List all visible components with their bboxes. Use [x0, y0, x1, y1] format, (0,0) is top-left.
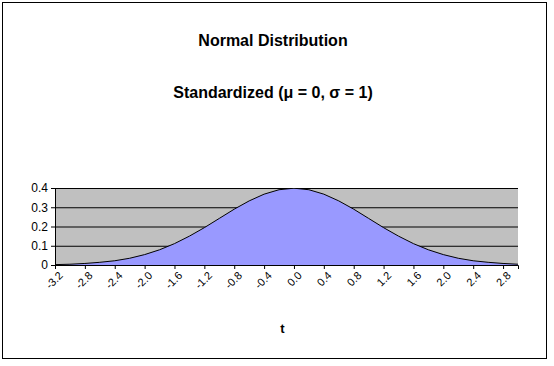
x-tick-mark — [413, 265, 414, 269]
x-tick-mark — [264, 265, 265, 269]
x-tick-label: 1.6 — [404, 269, 423, 288]
x-tick: 2.8 — [494, 265, 513, 288]
y-tick: 0 — [41, 258, 55, 272]
x-tick-label: -2.4 — [103, 269, 125, 291]
y-tick: 0.2 — [31, 220, 55, 234]
x-tick-mark — [174, 265, 175, 269]
y-tick-label: 0.3 — [31, 201, 48, 215]
x-tick-label: -0.8 — [222, 269, 244, 291]
x-tick-label: 2.4 — [464, 269, 483, 288]
y-tick: 0.1 — [31, 239, 55, 253]
y-tick-label: 0 — [41, 258, 48, 272]
x-tick: -2.4 — [103, 265, 125, 291]
plot: -3.2 -2.8 -2.4 -2.0 -1.6 -1.2 -0.8 -0.4 0.0 0.4 0.… — [31, 181, 518, 291]
y-tick-label: 0.1 — [31, 239, 48, 253]
x-tick-mark — [503, 265, 504, 269]
x-tick: -0.8 — [222, 265, 244, 291]
x-tick: 0.4 — [315, 265, 334, 288]
y-axis: 0 0.1 0.2 0.3 0.4 — [31, 181, 55, 272]
x-tick-mark — [145, 265, 146, 269]
x-tick: 1.2 — [374, 265, 393, 288]
x-tick-label: 0.4 — [315, 269, 334, 288]
x-axis: -3.2 -2.8 -2.4 -2.0 -1.6 -1.2 -0.8 -0.4 0.0 0.4 0.… — [43, 265, 518, 291]
x-tick-mark — [354, 265, 355, 269]
x-tick: -1.2 — [192, 265, 214, 291]
series — [55, 188, 518, 265]
x-tick: -0.4 — [252, 265, 274, 291]
x-tick-label: 2.8 — [494, 269, 513, 288]
x-tick-mark — [204, 265, 205, 269]
title: Normal Distribution — [198, 32, 347, 49]
x-tick-label: -1.6 — [163, 269, 185, 291]
x-tick-mark — [443, 265, 444, 269]
y-tick-mark — [51, 265, 55, 266]
x-tick-label: 2.0 — [434, 269, 453, 288]
x-tick-label: -2.8 — [73, 269, 95, 291]
x-tick: -1.6 — [163, 265, 185, 291]
y-tick: 0.4 — [31, 181, 55, 195]
area — [55, 188, 518, 265]
chart: Normal Distribution Standardized (μ = 0, … — [0, 0, 554, 366]
y-tick-mark — [51, 246, 55, 247]
y-tick-mark — [51, 227, 55, 228]
grid — [55, 189, 518, 266]
x-tick-label: 0.0 — [285, 269, 304, 288]
x-tick-mark — [234, 265, 235, 269]
x-tick-label: 1.2 — [374, 269, 393, 288]
x-tick-label: -1.2 — [192, 269, 214, 291]
x-axis-line — [56, 266, 519, 270]
x-tick-mark — [324, 265, 325, 269]
x-tick: -2.8 — [73, 265, 95, 291]
y-tick-label: 0.2 — [31, 220, 48, 234]
chart-frame — [3, 3, 547, 359]
area-outline — [55, 188, 518, 264]
y-tick-label: 0.4 — [31, 181, 48, 195]
x-tick: 0.8 — [344, 265, 363, 288]
x-tick-label: -0.4 — [252, 269, 274, 291]
x-tick: 0.0 — [285, 265, 304, 288]
x-tick-mark — [85, 265, 86, 269]
subtitle: Standardized (μ = 0, σ = 1) — [173, 84, 372, 101]
plot-background — [55, 188, 518, 265]
x-tick: 2.4 — [464, 265, 483, 288]
x-tick-mark — [384, 265, 385, 269]
x-tick-mark — [473, 265, 474, 269]
x-axis-title: t — [280, 321, 285, 336]
x-tick-label: -3.2 — [43, 269, 65, 291]
y-axis-line — [51, 189, 56, 266]
x-tick-label: -2.0 — [133, 269, 155, 291]
y-tick-mark — [51, 207, 55, 208]
y-tick: 0.3 — [31, 201, 55, 215]
x-tick: -2.0 — [133, 265, 155, 291]
y-tick-mark — [51, 188, 55, 189]
x-tick-mark — [294, 265, 295, 269]
x-tick: 1.6 — [404, 265, 423, 288]
x-tick: 2.0 — [434, 265, 453, 288]
x-tick-mark — [115, 265, 116, 269]
x-tick-label: 0.8 — [344, 269, 363, 288]
